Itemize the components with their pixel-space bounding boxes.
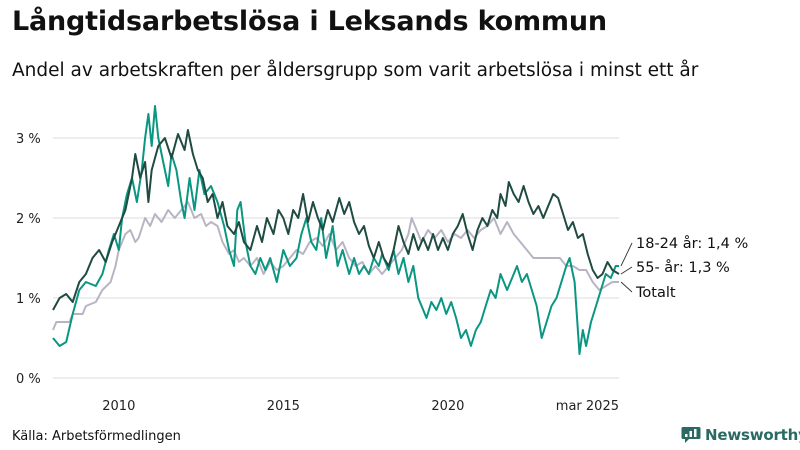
source-note: Källa: Arbetsförmedlingen (12, 429, 181, 444)
y-tick-labels: 0 % 1 % 2 % 3 % (16, 132, 41, 387)
x-tick-label: 2010 (102, 399, 135, 414)
series-lines (52, 105, 620, 355)
y-gridlines (53, 137, 619, 379)
y-tick-label: 2 % (16, 212, 41, 227)
brand-logo: Newsworthy (681, 426, 800, 444)
leader-line-s55 (620, 266, 633, 275)
chart-subtitle: Andel av arbetskraften per åldersgrupp s… (12, 60, 699, 81)
series-line-s1824 (52, 105, 619, 355)
newsworthy-logo-icon (681, 427, 701, 443)
y-tick-label: 3 % (16, 132, 41, 147)
series-line-s55 (52, 129, 620, 311)
leader-line-total (620, 281, 633, 293)
x-tick-label: 2020 (431, 399, 464, 414)
brand-name: Newsworthy (705, 426, 800, 444)
series-line-total (52, 201, 619, 331)
series-end-labels: 18-24 år: 1,4 % 55- år: 1,3 % Totalt (620, 235, 748, 301)
series-label-s1824: 18-24 år: 1,4 % (636, 235, 748, 252)
x-tick-label: mar 2025 (556, 399, 619, 414)
y-tick-label: 1 % (16, 292, 41, 307)
series-label-total: Totalt (635, 285, 676, 301)
y-tick-label: 0 % (16, 372, 41, 387)
x-tick-labels: 2010 2015 2020 mar 2025 (102, 399, 619, 414)
series-label-s55: 55- år: 1,3 % (636, 259, 730, 276)
chart-title: Långtidsarbetslösa i Leksands kommun (12, 6, 607, 37)
x-tick-label: 2015 (267, 399, 300, 414)
leader-line-s1824 (620, 242, 633, 267)
